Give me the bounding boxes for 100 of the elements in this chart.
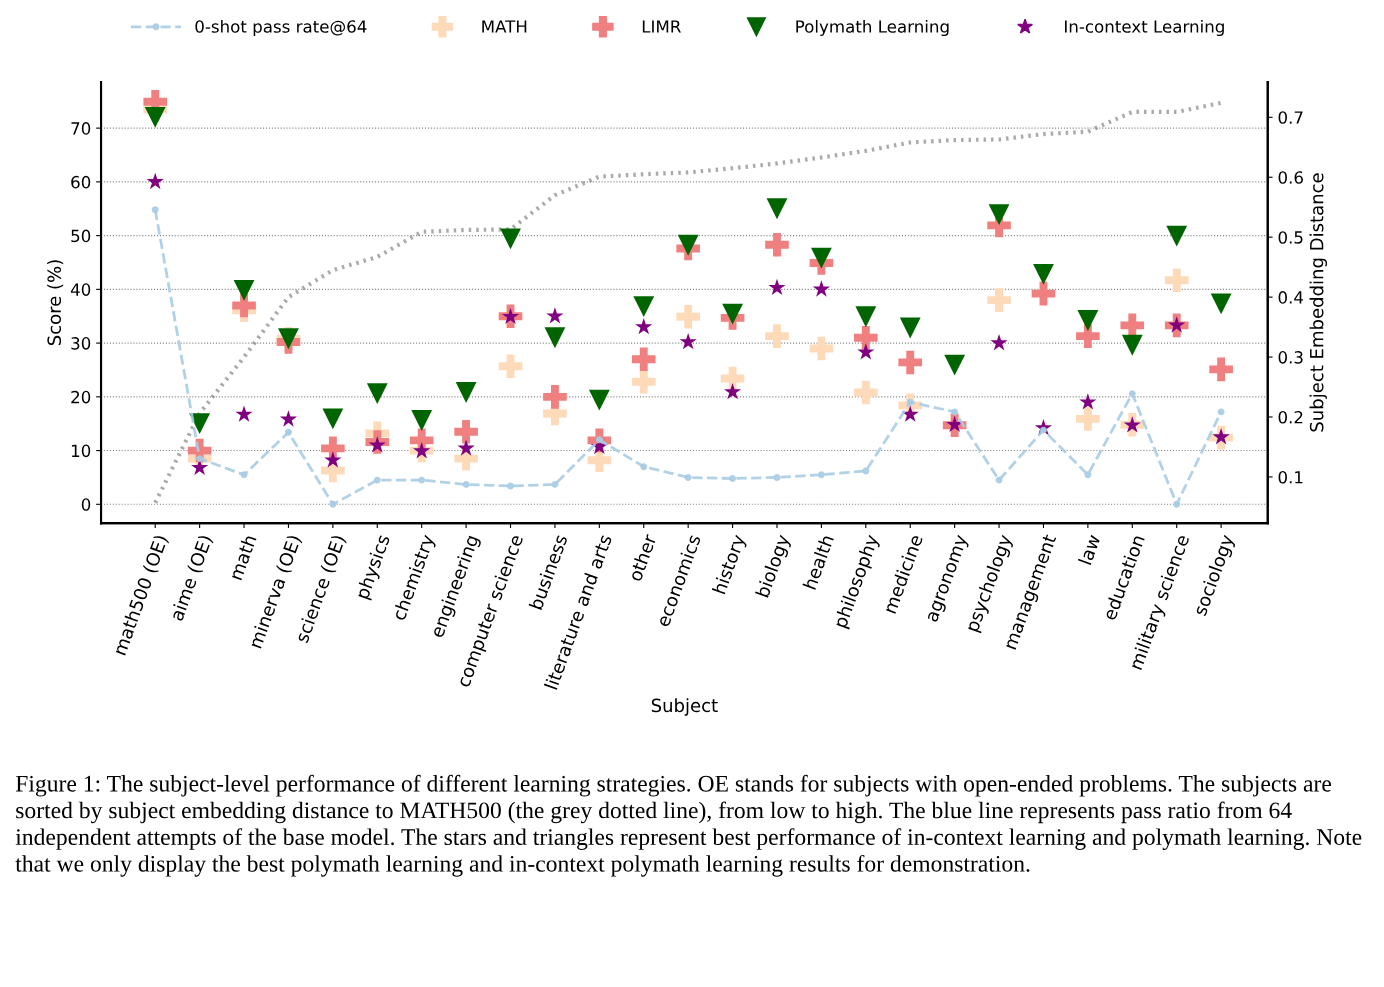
point: [1166, 225, 1188, 247]
point: [765, 324, 789, 348]
point: [677, 234, 699, 256]
point: [857, 343, 875, 360]
y2-tick-label: 0.6: [1278, 171, 1303, 184]
point: [543, 385, 567, 409]
point: [899, 317, 921, 339]
y2-tick-label: 0.2: [1278, 410, 1303, 424]
point: [809, 336, 834, 361]
y-axis-title: Score (%): [47, 260, 64, 346]
y-tick-label: 40: [70, 283, 91, 296]
point: [1173, 500, 1181, 508]
point: [1121, 334, 1143, 356]
y2-tick-label: 0.3: [1278, 351, 1303, 364]
point: [633, 296, 655, 317]
point: [722, 303, 743, 325]
x-tick-label: math: [228, 534, 257, 581]
legend-label: 0-shot pass rate@64: [195, 19, 367, 37]
point: [500, 228, 521, 250]
y-tick-label: 50: [71, 229, 91, 243]
point: [810, 247, 832, 269]
point: [1031, 281, 1056, 306]
y2-tick-label: 0.5: [1278, 231, 1303, 244]
point: [1128, 390, 1136, 398]
point: [146, 172, 164, 190]
point: [284, 428, 292, 436]
point: [855, 306, 877, 328]
point: [812, 280, 830, 297]
point: [411, 410, 433, 431]
point: [324, 451, 342, 468]
point: [944, 354, 966, 376]
point: [189, 413, 211, 435]
point: [631, 347, 656, 372]
point: [454, 419, 478, 444]
point: [1076, 407, 1100, 431]
point: [455, 382, 477, 403]
point: [329, 500, 337, 508]
point: [635, 317, 653, 335]
point: [588, 389, 610, 411]
point: [1084, 471, 1092, 479]
point: [862, 467, 870, 475]
point: [766, 198, 788, 220]
point: [462, 480, 470, 488]
x-tick-label: other: [627, 532, 657, 582]
point: [366, 383, 388, 405]
point: [684, 473, 692, 481]
point: [768, 278, 786, 296]
legend-label: Polymath Learning: [796, 19, 949, 37]
legend-label: MATH: [482, 20, 527, 33]
point: [765, 232, 789, 257]
y2-tick-label: 0.4: [1278, 291, 1304, 304]
point: [235, 405, 253, 422]
point: [773, 473, 781, 481]
y-tick-label: 70: [71, 122, 91, 135]
legend-label: In-context Learning: [1065, 19, 1224, 37]
point: [1210, 293, 1232, 315]
point: [144, 106, 166, 128]
point: [498, 354, 523, 378]
point: [898, 350, 923, 375]
y2-axis-title: Subject Embedding Distance: [1309, 173, 1327, 432]
point: [457, 439, 475, 456]
point: [418, 476, 426, 484]
point: [640, 463, 648, 471]
point: [551, 480, 559, 488]
point: [988, 204, 1010, 226]
point: [679, 332, 697, 350]
x-tick-label: law: [1077, 533, 1101, 565]
point: [1079, 393, 1097, 410]
y2-tick-label: 0.7: [1278, 111, 1303, 124]
point: [507, 482, 514, 490]
y-tick-label: 60: [71, 175, 91, 189]
point: [1209, 357, 1233, 382]
point: [1217, 408, 1225, 416]
point: [279, 410, 298, 427]
y-tick-label: 20: [71, 390, 91, 404]
point: [233, 280, 255, 301]
x-axis-title: Subject: [651, 698, 718, 716]
point: [987, 288, 1011, 312]
y-tick-label: 10: [71, 444, 91, 458]
point: [951, 408, 959, 416]
point: [322, 408, 344, 430]
point: [1164, 268, 1189, 293]
point: [854, 380, 878, 405]
point: [546, 307, 564, 324]
point: [729, 475, 737, 482]
y-tick-label: 30: [71, 337, 91, 350]
point: [240, 471, 248, 479]
caption: Figure 1: The subject-level performance of different learning strategies. OE stands for subjects with open-ended problems. The subjects are sorted by subject embedding distance to MATH500 (the grey dotted line), from low to high. The blue line represents pass ratio from 64 independent attempts of the base model. The stars and triangles represent best performance of in-context learning and polymath learning. Note that we only display the best polymath learning and in-context polymath learning results for demonstration.: [15, 774, 1362, 877]
point: [1120, 313, 1145, 338]
point: [1077, 310, 1099, 331]
point: [373, 476, 381, 484]
point: [1033, 263, 1054, 285]
point: [817, 471, 825, 479]
x-tick-label: aime (OE): [169, 534, 215, 623]
point: [151, 206, 159, 214]
point: [990, 334, 1008, 351]
y2-tick-label: 0.1: [1278, 470, 1303, 484]
point: [723, 382, 742, 400]
line-series: [153, 100, 1224, 505]
point: [544, 327, 566, 349]
